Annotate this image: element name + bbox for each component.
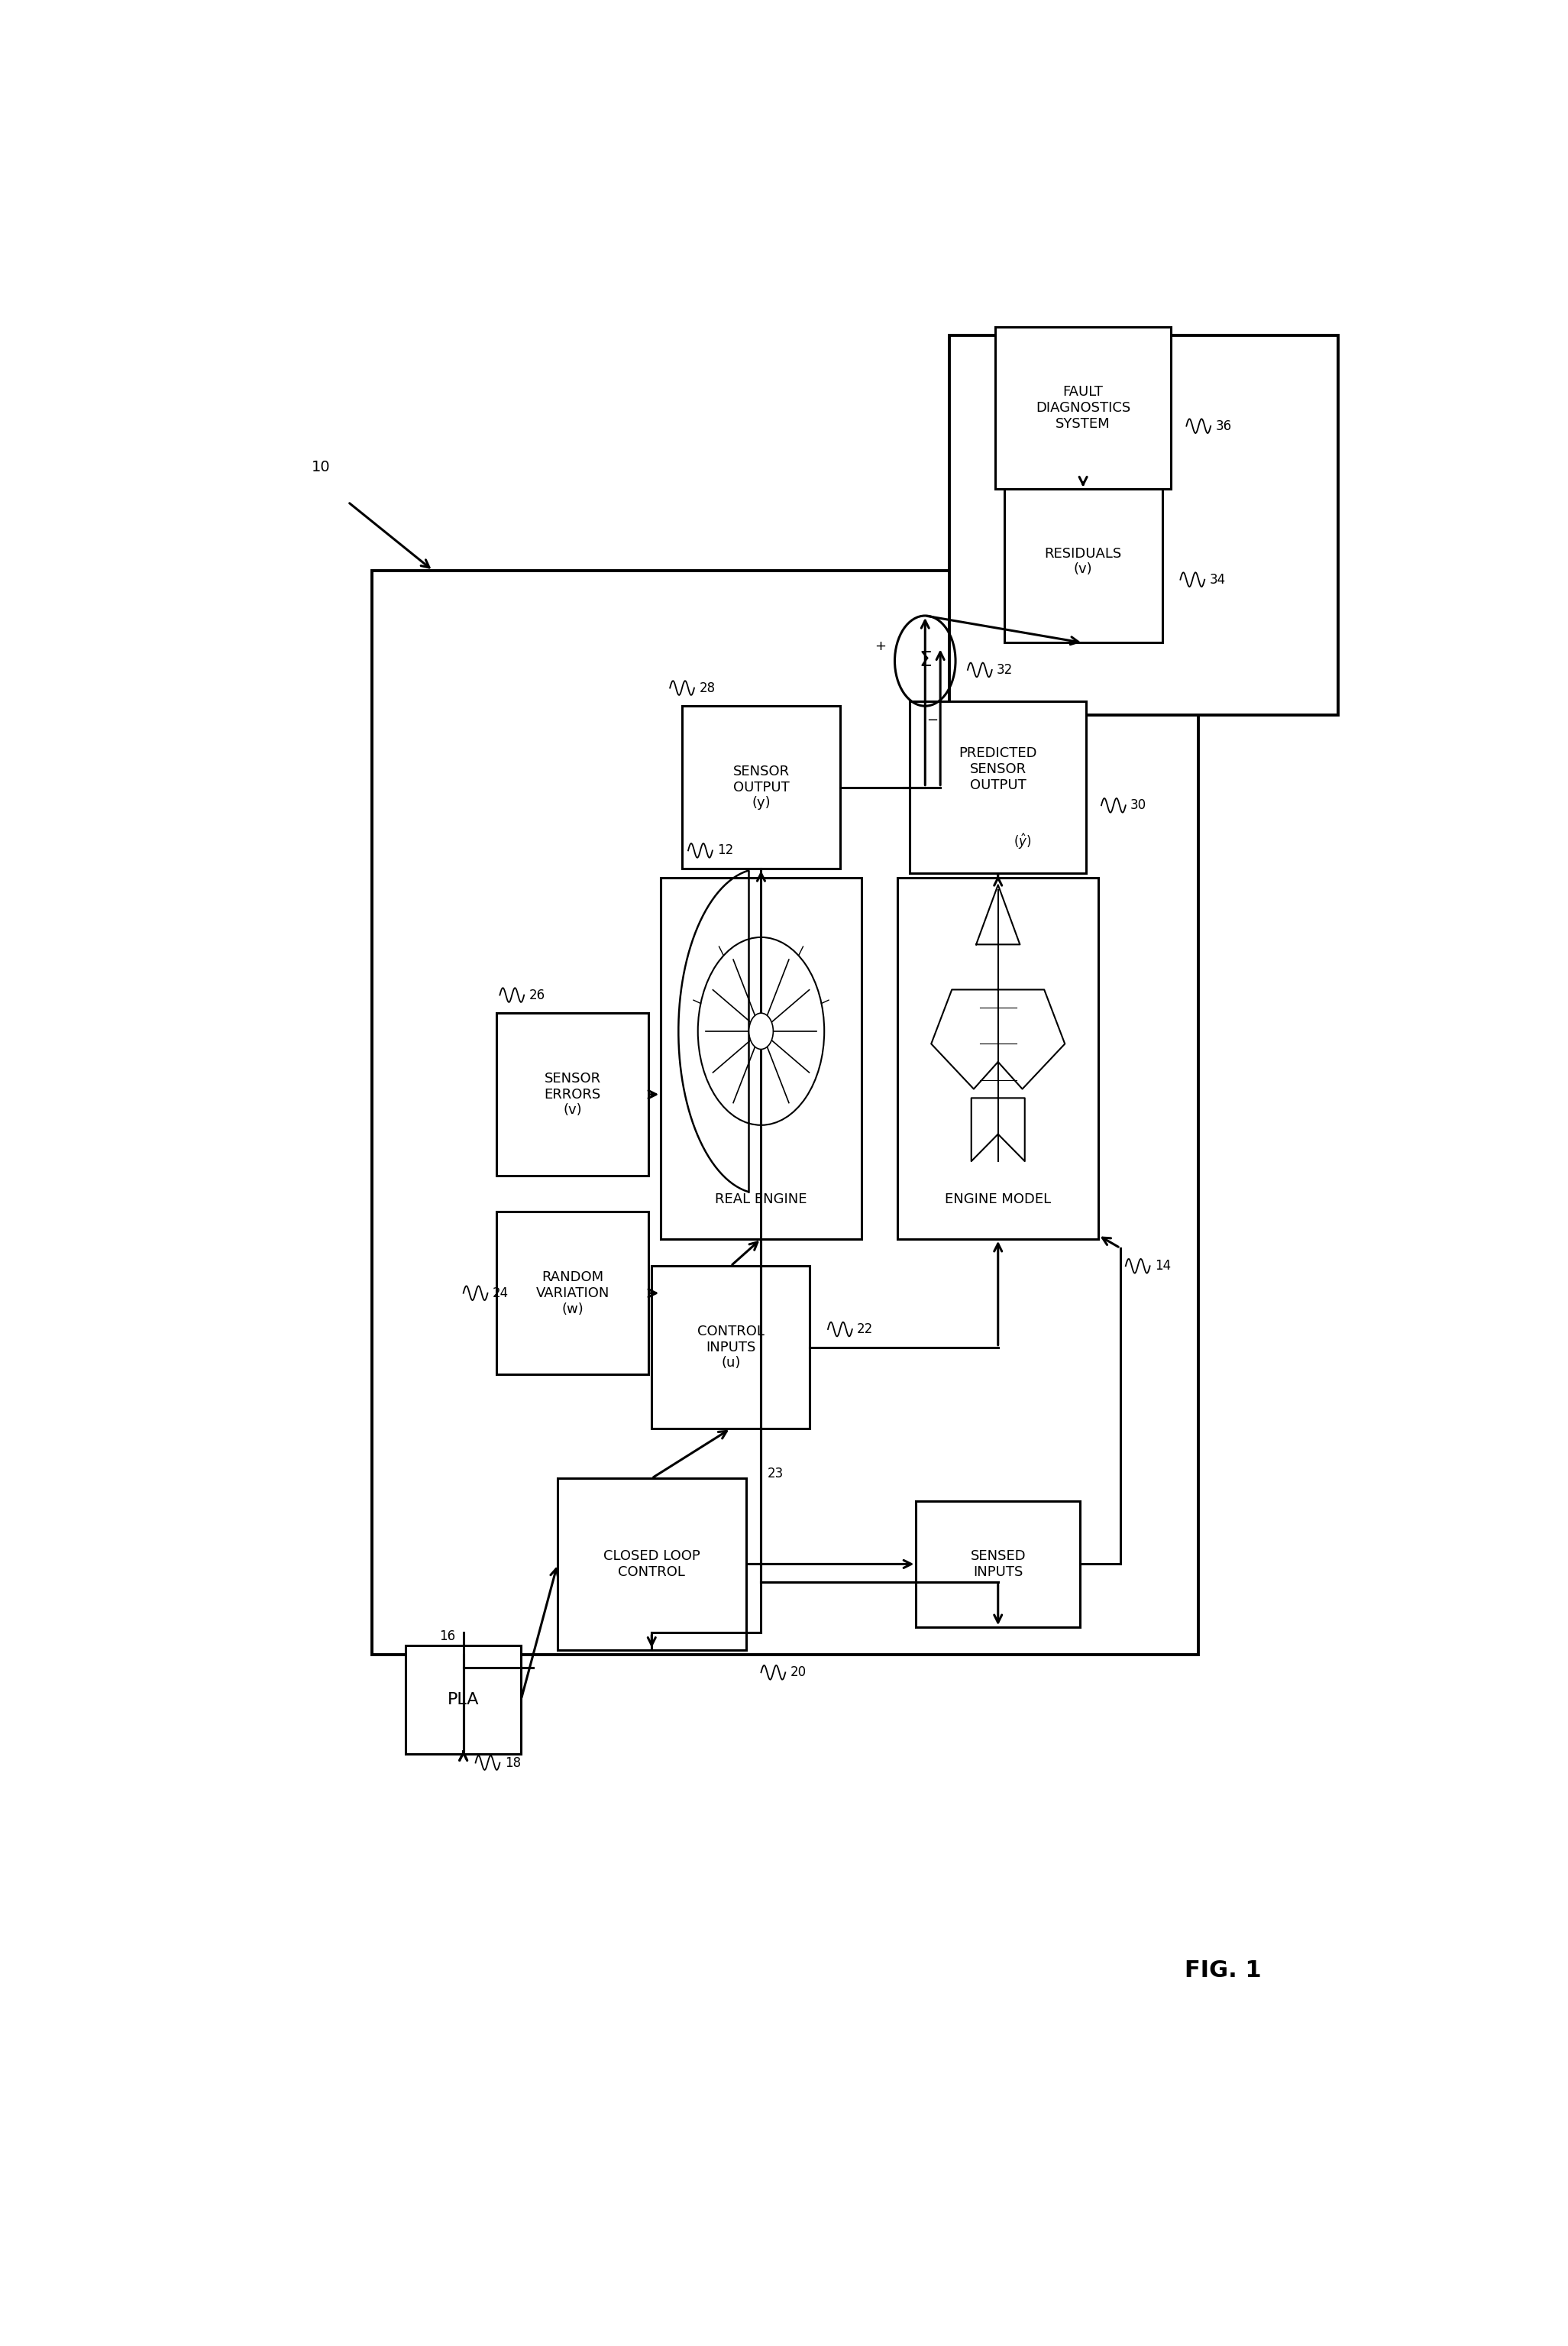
FancyBboxPatch shape (1004, 481, 1162, 643)
Text: ENGINE MODEL: ENGINE MODEL (946, 1192, 1051, 1206)
Text: 36: 36 (1215, 420, 1232, 434)
FancyBboxPatch shape (558, 1478, 746, 1649)
Text: $(\hat{y})$: $(\hat{y})$ (1013, 833, 1032, 852)
Text: −: − (927, 713, 938, 727)
Text: CLOSED LOOP
CONTROL: CLOSED LOOP CONTROL (604, 1548, 699, 1579)
Text: +: + (875, 640, 886, 652)
Text: 23: 23 (767, 1466, 784, 1480)
FancyBboxPatch shape (406, 1645, 521, 1755)
Text: $\Sigma$: $\Sigma$ (919, 650, 931, 671)
Text: PLA: PLA (447, 1691, 480, 1708)
Text: FAULT
DIAGNOSTICS
SYSTEM: FAULT DIAGNOSTICS SYSTEM (1035, 385, 1131, 432)
FancyBboxPatch shape (996, 326, 1171, 490)
Text: 26: 26 (528, 988, 546, 1002)
FancyBboxPatch shape (950, 335, 1339, 716)
FancyBboxPatch shape (916, 1501, 1080, 1628)
Text: 24: 24 (492, 1286, 508, 1300)
FancyBboxPatch shape (660, 877, 861, 1239)
Text: FIG. 1: FIG. 1 (1184, 1959, 1261, 1982)
Text: RANDOM
VARIATION
(w): RANDOM VARIATION (w) (536, 1269, 610, 1316)
Text: 22: 22 (858, 1323, 873, 1337)
Text: REAL ENGINE: REAL ENGINE (715, 1192, 808, 1206)
Text: SENSOR
ERRORS
(v): SENSOR ERRORS (v) (544, 1072, 601, 1117)
Text: SENSED
INPUTS: SENSED INPUTS (971, 1548, 1025, 1579)
FancyBboxPatch shape (372, 570, 1198, 1654)
Text: 14: 14 (1154, 1260, 1171, 1274)
Text: 12: 12 (717, 845, 734, 856)
FancyBboxPatch shape (497, 1213, 649, 1375)
Text: 18: 18 (505, 1755, 521, 1769)
Text: 16: 16 (439, 1630, 455, 1642)
Text: RESIDUALS
(v): RESIDUALS (v) (1044, 547, 1121, 577)
FancyBboxPatch shape (497, 1013, 649, 1175)
Text: 32: 32 (997, 664, 1013, 676)
Text: 34: 34 (1209, 572, 1226, 586)
Text: 30: 30 (1131, 798, 1146, 812)
Text: 20: 20 (790, 1666, 806, 1680)
Text: PREDICTED
SENSOR
OUTPUT: PREDICTED SENSOR OUTPUT (960, 746, 1036, 793)
FancyBboxPatch shape (682, 706, 840, 868)
Text: 28: 28 (699, 680, 715, 694)
FancyBboxPatch shape (909, 701, 1087, 873)
Text: SENSOR
OUTPUT
(y): SENSOR OUTPUT (y) (732, 765, 789, 809)
FancyBboxPatch shape (898, 877, 1098, 1239)
Text: CONTROL
INPUTS
(u): CONTROL INPUTS (u) (698, 1325, 764, 1370)
Circle shape (750, 1013, 773, 1049)
Text: 10: 10 (312, 460, 331, 474)
FancyBboxPatch shape (652, 1267, 809, 1429)
